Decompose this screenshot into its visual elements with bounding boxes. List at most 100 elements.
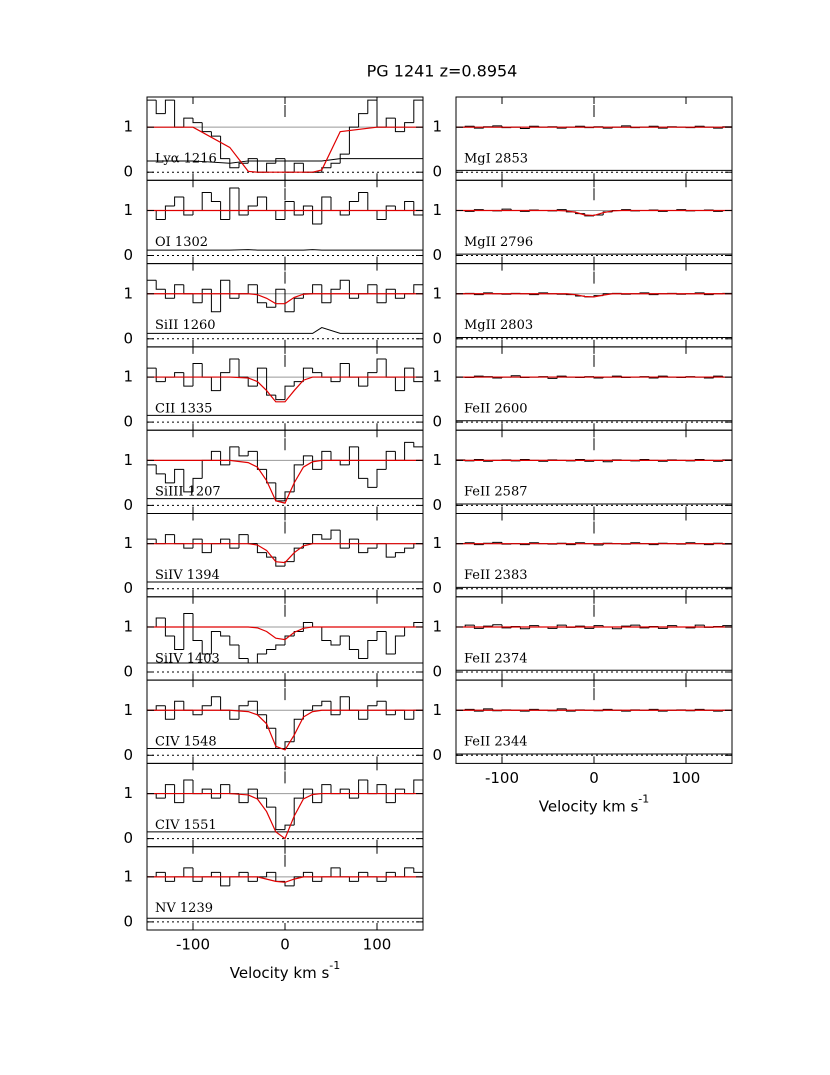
flux-bin <box>238 446 249 457</box>
line-label: MgII 2796 <box>464 235 533 250</box>
flux-bin <box>229 158 239 169</box>
flux-bin <box>321 450 331 470</box>
flux-bin <box>155 617 166 627</box>
flux-bin <box>404 867 414 877</box>
flux-bin <box>201 363 212 378</box>
flux-bin <box>348 876 359 882</box>
figure-title: PG 1241 z=0.8954 <box>367 62 518 81</box>
panel <box>456 541 732 590</box>
x-axis-label: Velocity km s-1 <box>539 792 649 815</box>
flux-bin <box>385 205 396 220</box>
y-tick-label: 0 <box>123 413 133 431</box>
flux-bin <box>339 696 350 715</box>
flux-bin <box>229 876 239 886</box>
flux-bin <box>639 625 650 629</box>
flux-bin <box>275 288 285 308</box>
flux-bin <box>210 789 221 799</box>
panel <box>456 375 732 423</box>
panel <box>147 358 423 423</box>
flux-bin <box>394 635 405 654</box>
panel <box>147 612 423 673</box>
error-spectrum <box>147 326 423 334</box>
flux-bin <box>247 158 258 164</box>
flux-bin <box>358 113 368 128</box>
y-tick-label: 0 <box>123 829 133 847</box>
flux-bin <box>183 779 193 803</box>
flux-bin <box>312 705 322 711</box>
flux-bin <box>164 205 175 220</box>
model-fit <box>456 209 732 217</box>
flux-bin <box>220 872 230 887</box>
flux-bin <box>358 446 368 479</box>
flux-bin <box>266 162 276 173</box>
flux-bin <box>220 631 230 637</box>
flux-bin <box>330 377 341 383</box>
flux-bin <box>247 284 258 294</box>
flux-bin <box>394 118 405 133</box>
flux-bin <box>238 705 249 720</box>
model-fit <box>147 459 423 504</box>
flux-bin <box>266 648 276 654</box>
panel-frame <box>146 846 424 931</box>
flux-bin <box>210 450 221 461</box>
y-tick-label: 1 <box>123 701 133 719</box>
flux-bin <box>348 789 359 799</box>
flux-bin <box>238 359 249 378</box>
flux-bin <box>275 644 285 650</box>
flux-bin <box>183 469 193 493</box>
flux-bin <box>183 196 193 216</box>
flux-bin <box>330 196 341 211</box>
flux-bin <box>367 547 377 553</box>
y-tick-label: 0 <box>432 413 442 431</box>
flux-bin <box>413 201 423 216</box>
flux-bin <box>266 714 276 729</box>
flux-bin <box>247 534 258 545</box>
x-axis-label-text: Velocity km s <box>539 797 639 815</box>
y-tick-label: 1 <box>123 534 133 552</box>
line-label: CIV 1551 <box>155 818 217 833</box>
flux-bin <box>348 200 359 215</box>
flux-bin <box>174 468 184 483</box>
flux-bin <box>293 162 304 173</box>
panel-frame <box>455 679 733 764</box>
flux-bin <box>220 279 230 312</box>
flux-bin <box>256 451 267 470</box>
flux-bin <box>330 640 341 646</box>
flux-bin <box>492 125 502 127</box>
flux-bin <box>155 100 166 115</box>
flux-bin <box>192 710 203 716</box>
y-tick-label: 0 <box>432 246 442 264</box>
flux-bin <box>174 635 184 650</box>
flux-bin <box>312 455 322 470</box>
x-tick-label: 100 <box>672 769 701 787</box>
flux-bin <box>492 624 502 627</box>
flux-bin <box>174 284 184 299</box>
flux-bin <box>492 541 502 544</box>
flux-bin <box>247 788 258 803</box>
flux-bin <box>192 209 203 215</box>
flux-bin <box>284 635 295 645</box>
panel <box>147 279 423 340</box>
flux-bin <box>164 784 175 799</box>
flux-bin <box>238 871 249 877</box>
flux-bin <box>174 700 184 720</box>
flux-bin <box>394 788 405 803</box>
flux-bin <box>413 368 423 383</box>
flux-bin <box>210 630 221 654</box>
flux-bin <box>367 192 377 211</box>
y-tick-label: 0 <box>123 246 133 264</box>
flux-bin <box>358 649 368 659</box>
flux-bin <box>376 284 387 304</box>
y-tick-label: 1 <box>123 284 133 302</box>
model-fit <box>147 126 423 173</box>
panel <box>456 458 732 506</box>
x-axis-label: Velocity km s-1 <box>230 959 340 982</box>
flux-bin <box>312 205 322 225</box>
flux-bin <box>275 210 285 220</box>
flux-bin <box>174 100 184 128</box>
flux-bin <box>201 876 212 882</box>
flux-bin <box>385 871 396 882</box>
flux-bin <box>201 459 212 479</box>
line-label: SiII 1260 <box>155 318 216 333</box>
